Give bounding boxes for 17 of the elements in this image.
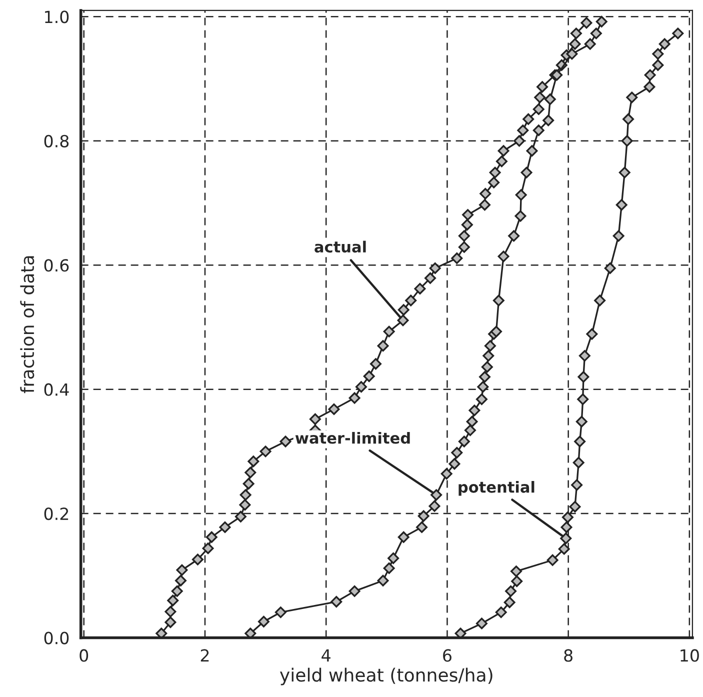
x-tick-label: 4: [322, 649, 330, 662]
y-tick-label: 0.2: [44, 508, 68, 520]
x-tick-label: 0: [80, 649, 88, 662]
x-axis-title: yield wheat (tonnes/ha): [280, 668, 492, 686]
y-tick-label: 0.8: [44, 134, 69, 148]
x-tick-label: 2: [200, 649, 209, 662]
y-axis-title: fraction of data: [20, 256, 34, 394]
x-tick-label: 8: [564, 649, 572, 662]
text: water-limited: [295, 432, 410, 444]
text: actual: [314, 240, 366, 253]
y-tick-label: 0.0: [44, 632, 69, 644]
y-tick-label: 0.4: [44, 383, 69, 396]
x-tick-label: 10: [680, 649, 699, 662]
text: potential: [458, 480, 534, 496]
y-tick-label: 1.0: [45, 10, 69, 24]
x-tick-label: 6: [443, 649, 452, 662]
y-tick-label: 0.6: [44, 259, 69, 272]
